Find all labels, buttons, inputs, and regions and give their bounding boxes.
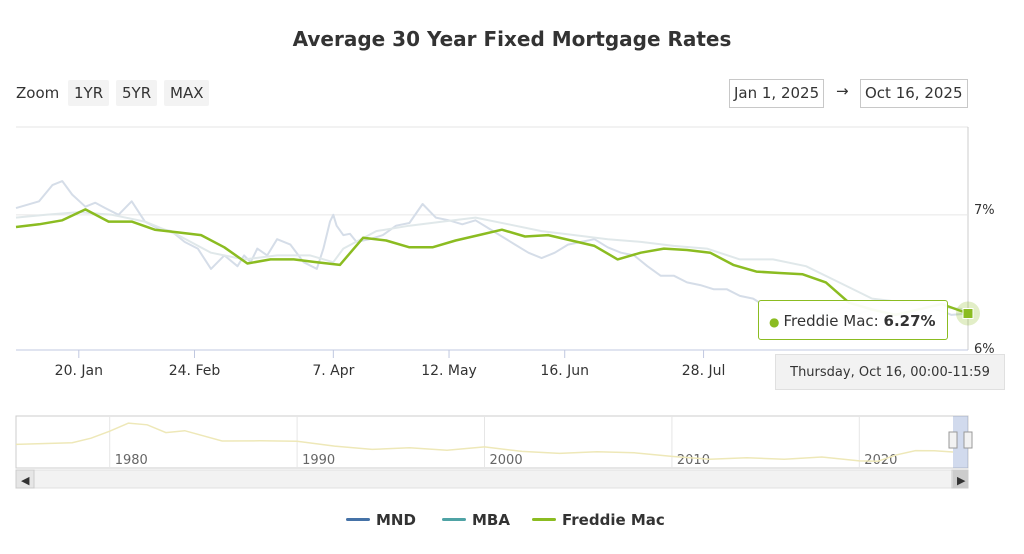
plot-grid [16, 126, 969, 351]
series-line-mba [15, 211, 969, 311]
date-tooltip: Thursday, Oct 16, 00:00-11:59 [775, 354, 1005, 390]
scrollbar-left-button [15, 469, 35, 489]
navigator-tick-label: 1990 [302, 453, 335, 468]
navigator-tick-label: 2000 [490, 453, 523, 468]
x-tick-label: 20. Jan [55, 363, 103, 379]
navigator-left-handle [948, 431, 958, 449]
chart-title: Average 30 Year Fixed Mortgage Rates [292, 27, 732, 51]
legend-freddie-swatch [532, 518, 556, 521]
x-tick-label: 7. Apr [312, 363, 354, 379]
navigator: 1980 1990 2000 2010 2020 [15, 415, 973, 469]
scrollbar-track [15, 469, 969, 489]
date-range-arrow: → [836, 82, 849, 100]
y-tick-label: 6% [974, 342, 995, 357]
scrollbar: ◀ ▶ [15, 469, 969, 489]
x-tick-label: 28. Jul [682, 363, 726, 379]
scroll-right-arrow-icon: ▶ [957, 474, 966, 487]
x-tick-label: 12. May [421, 363, 477, 379]
y-axis: 7% 6% [974, 203, 995, 357]
legend-mnd-swatch [346, 518, 370, 521]
x-tick-label: 16. Jun [540, 363, 589, 379]
zoom-label: Zoom [16, 84, 60, 102]
x-axis: 20. Jan 24. Feb 7. Apr 12. May 16. Jun 28. Ju… [55, 350, 726, 379]
to-date-input[interactable]: Oct 16, 2025 [860, 79, 968, 108]
y-tick-label: 7% [974, 203, 995, 218]
from-date-input[interactable]: Jan 1, 2025 [729, 79, 825, 108]
x-tick-label: 24. Feb [169, 363, 221, 379]
legend-mba-swatch [442, 518, 466, 521]
navigator-right-handle [963, 431, 973, 449]
legend-mba[interactable]: MBA [472, 511, 510, 529]
zoom-1yr-button[interactable]: 1YR [68, 80, 110, 106]
tooltip-series-label: Freddie Mac: [783, 312, 879, 330]
navigator-tick-label: 1980 [115, 453, 148, 468]
series-tooltip: ● Freddie Mac: 6.27% [758, 300, 948, 340]
series-line-freddie-mac [15, 208, 969, 317]
navigator-tick-label: 2010 [677, 453, 710, 468]
navigator-series-line [15, 422, 954, 462]
point-marker [962, 308, 974, 320]
legend-mnd[interactable]: MND [376, 511, 416, 529]
scrollbar-thumb [953, 470, 968, 488]
legend-freddie-mac[interactable]: Freddie Mac [562, 511, 665, 529]
zoom-5yr-button[interactable]: 5YR [116, 80, 158, 106]
tooltip-dot-icon: ● [769, 315, 780, 329]
navigator-selection [953, 416, 968, 468]
zoom-max-button[interactable]: MAX [164, 80, 210, 106]
scroll-left-arrow-icon: ◀ [21, 474, 30, 487]
tooltip-value: 6.27% [883, 312, 936, 330]
marker-layer [956, 301, 980, 326]
